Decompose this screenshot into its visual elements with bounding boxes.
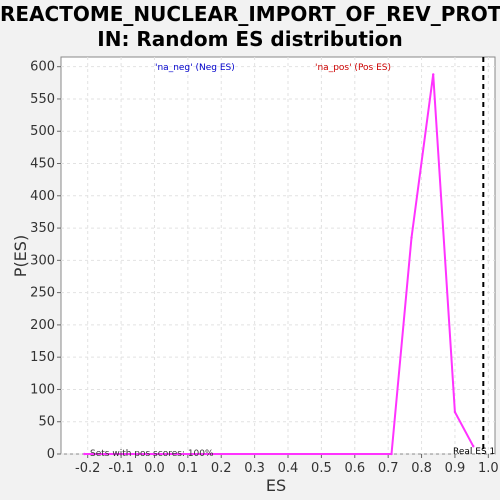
y-tick-label: 250 (30, 286, 55, 301)
y-tick-label: 550 (30, 92, 55, 107)
y-tick-label: 50 (38, 415, 55, 430)
legend-neg: 'na_neg' (Neg ES) (155, 63, 235, 73)
series-group (83, 73, 475, 456)
x-tick-label: 0.4 (278, 461, 299, 476)
y-tick-label: 300 (30, 253, 55, 268)
x-tick-label: 0.1 (178, 461, 199, 476)
y-tick-label: 200 (30, 318, 55, 333)
y-tick-label: 400 (30, 189, 55, 204)
x-tick-label: 0.3 (244, 461, 265, 476)
y-axis-ticks: 0 50 100 150 200 250 300 350 400 450 500 550 600 (30, 60, 61, 462)
x-tick-label: 1.0 (478, 461, 499, 476)
y-tick-label: 100 (30, 382, 55, 397)
real-es-label: Real ES 1 (453, 447, 495, 457)
es-data-point (390, 452, 393, 456)
y-tick-label: 150 (30, 350, 55, 365)
chart-title-line-1: REACTOME_NUCLEAR_IMPORT_OF_REV_PROTE (0, 2, 500, 26)
x-tick-label: -0.1 (108, 461, 133, 476)
grid-lines (61, 57, 495, 455)
es-data-point (83, 452, 86, 456)
x-tick-label: 0.6 (344, 461, 365, 476)
y-axis-label: P(ES) (11, 235, 30, 277)
chart-title: REACTOME_NUCLEAR_IMPORT_OF_REV_PROTE IN:… (0, 2, 500, 52)
x-axis-ticks: -0.2 -0.1 0.0 0.1 0.2 0.3 0.4 0.5 0.6 0.7 0.8 0.9 1.… (75, 454, 499, 476)
x-tick-label: 0.5 (311, 461, 332, 476)
x-axis-label: ES (266, 476, 286, 495)
es-data-point (472, 445, 475, 448)
x-tick-label: -0.2 (75, 461, 100, 476)
y-tick-label: 0 (47, 447, 55, 462)
es-data-point (432, 73, 435, 76)
footnote: Sets with pos scores: 100% (90, 449, 214, 459)
x-tick-label: 0.7 (378, 461, 399, 476)
chart-title-line-2: IN: Random ES distribution (97, 27, 403, 51)
x-tick-label: 0.8 (411, 461, 432, 476)
legend-pos: 'na_pos' (Pos ES) (315, 63, 391, 73)
x-tick-label: 0.9 (445, 461, 466, 476)
y-tick-label: 600 (30, 60, 55, 75)
es-data-point (453, 410, 457, 414)
y-tick-label: 350 (30, 221, 55, 236)
y-tick-label: 500 (30, 124, 55, 139)
es-distribution-line (84, 73, 475, 455)
x-tick-label: 0.2 (211, 461, 232, 476)
es-data-point (410, 236, 413, 239)
plot-area (60, 56, 496, 455)
x-tick-label: 0.0 (144, 461, 165, 476)
y-tick-label: 450 (30, 157, 55, 172)
